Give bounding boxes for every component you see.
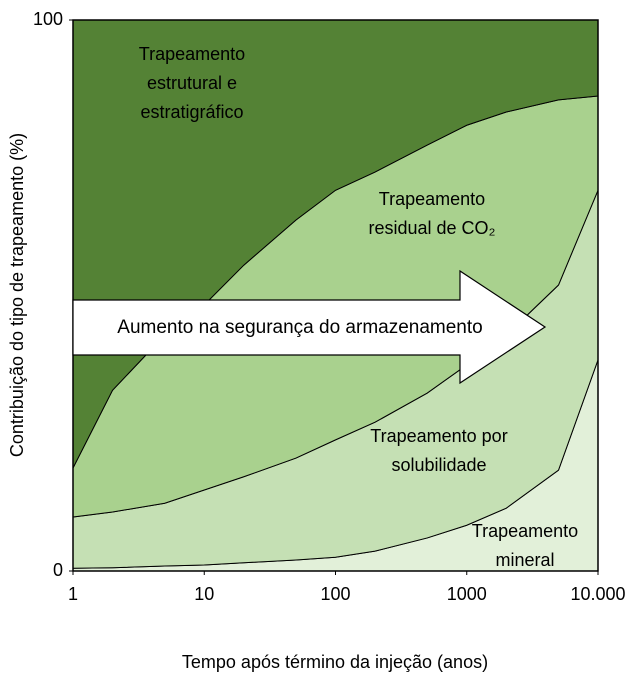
area-label: mineral <box>495 550 554 570</box>
area-label: Trapeamento <box>472 521 578 541</box>
y-tick-label: 0 <box>53 560 63 580</box>
x-tick-label: 10 <box>194 584 214 604</box>
area-label: Trapeamento por <box>370 426 507 446</box>
x-tick-label: 1000 <box>447 584 487 604</box>
area-label: solubilidade <box>391 455 486 475</box>
x-tick-label: 10.000 <box>570 584 625 604</box>
area-label: Trapeamento <box>139 44 245 64</box>
area-label: estratigráfico <box>140 102 243 122</box>
x-tick-label: 100 <box>320 584 350 604</box>
area-label: estrutural e <box>147 73 237 93</box>
y-tick-label: 100 <box>33 9 63 29</box>
y-axis-title: Contribuição do tipo de trapeamento (%) <box>7 133 27 457</box>
area-label: residual de CO₂ <box>368 218 495 238</box>
arrow-label: Aumento na segurança do armazenamento <box>117 317 482 338</box>
x-axis-title: Tempo após término da injeção (anos) <box>182 652 488 672</box>
area-label: Trapeamento <box>379 189 485 209</box>
x-tick-label: 1 <box>68 584 78 604</box>
arrow <box>72 269 547 385</box>
